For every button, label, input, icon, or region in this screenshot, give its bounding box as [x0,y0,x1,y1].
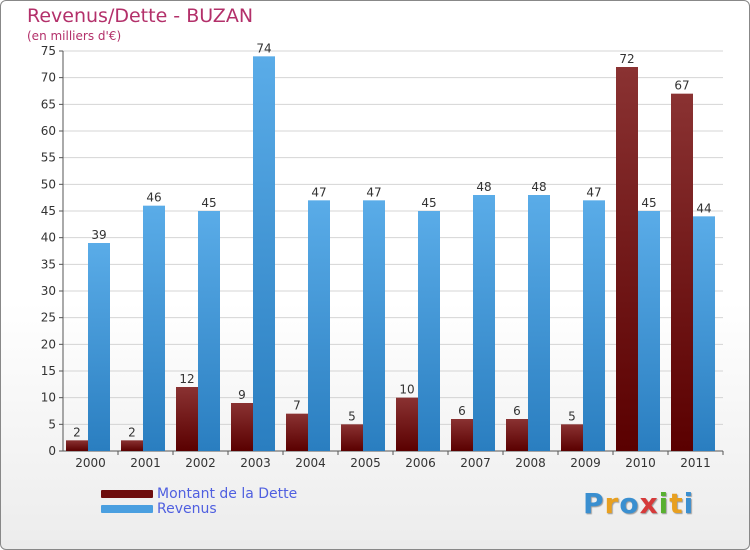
logo-letter: r [604,487,620,520]
logo-letter: i [658,487,670,520]
debt-value-label: 5 [348,409,356,423]
y-tick-label: 10 [41,391,56,405]
label-layer: 2 39 2 46 12 45 9 74 7 47 5 47 10 45 6 48 6 48 5 47 72 45 67 44 [73,41,711,439]
x-tick-label: 2002 [185,456,216,470]
debt-bar [341,424,363,451]
debt-bar [506,419,528,451]
debt-value-label: 67 [674,79,689,93]
y-tick-label: 60 [41,124,56,138]
revenus-value-label: 39 [91,228,106,242]
logo-letter: o [619,487,640,520]
x-tick-label: 2010 [625,456,656,470]
debt-value-label: 12 [179,372,194,386]
legend-label-revenus: Revenus [157,501,217,517]
debt-value-label: 7 [293,399,301,413]
revenus-bar [253,56,275,451]
logo-letter: t [669,487,684,520]
x-tick-label: 2009 [570,456,601,470]
revenus-value-label: 74 [256,41,271,55]
legend-item-debt: Montant de la Dette [101,487,297,502]
debt-bar [121,440,143,451]
logo-letter: P [583,487,605,520]
x-tick-label: 2003 [240,456,271,470]
y-tick-label: 40 [41,231,56,245]
revenus-bar [528,195,550,451]
debt-value-label: 2 [128,425,136,439]
y-tick-label: 45 [41,204,56,218]
legend-swatch-revenus [101,505,153,513]
logo-letter: i [683,487,695,520]
revenus-value-label: 47 [311,185,326,199]
debt-value-label: 9 [238,388,246,402]
debt-bar [176,387,198,451]
chart-subtitle: (en milliers d'€) [27,29,122,43]
chart-title: Revenus/Dette - BUZAN [27,5,254,27]
y-tick-label: 30 [41,284,56,298]
revenus-bar [693,216,715,451]
revenus-bar [583,200,605,451]
revenus-value-label: 47 [586,185,601,199]
revenus-value-label: 48 [476,180,491,194]
debt-bar [66,440,88,451]
debt-bar [616,67,638,451]
y-tick-label: 55 [41,151,56,165]
revenus-bar [308,200,330,451]
x-tick-label: 2007 [460,456,491,470]
grid-layer [63,50,723,452]
x-tick-label: 2004 [295,456,326,470]
y-tick-label: 50 [41,177,56,191]
revenus-bar [88,243,110,451]
revenus-bar [473,195,495,451]
logo-letter: x [639,487,659,520]
debt-value-label: 5 [568,409,576,423]
y-tick-label: 65 [41,97,56,111]
revenus-bar [198,211,220,451]
legend: Montant de la Dette Revenus [101,487,297,517]
y-tick-label: 0 [48,444,56,458]
revenus-value-label: 45 [421,196,436,210]
x-tick-label: 2005 [350,456,381,470]
revenus-value-label: 45 [201,196,216,210]
revenus-bar [638,211,660,451]
y-tick-label: 15 [41,364,56,378]
legend-swatch-debt [101,490,153,498]
proxiti-logo: Proxiti [583,487,694,520]
debt-bar [286,413,308,451]
legend-label-debt: Montant de la Dette [157,486,298,502]
y-tick-label: 75 [41,44,56,58]
debt-value-label: 6 [458,404,466,418]
y-tick-label: 70 [41,71,56,85]
x-tick-label: 2001 [130,456,161,470]
revenus-value-label: 45 [641,196,656,210]
y-tick-label: 25 [41,311,56,325]
debt-value-label: 6 [513,404,521,418]
debt-bar [451,419,473,451]
x-tick-label: 2011 [680,456,711,470]
debt-bar [561,424,583,451]
x-tick-label: 2000 [75,456,106,470]
debt-value-label: 10 [399,383,414,397]
revenus-bar [143,205,165,451]
y-tick-label: 35 [41,257,56,271]
debt-bar [671,93,693,452]
revenus-value-label: 44 [696,201,711,215]
x-tick-label: 2008 [515,456,546,470]
x-tick-label: 2006 [405,456,436,470]
bar-layer [66,56,715,452]
revenus-value-label: 47 [366,185,381,199]
y-tick-label: 20 [41,337,56,351]
revenus-bar [363,200,385,451]
debt-bar [396,397,418,451]
revenus-value-label: 48 [531,180,546,194]
debt-bar [231,403,253,451]
y-tick-label: 5 [48,417,56,431]
debt-value-label: 2 [73,425,81,439]
revenus-value-label: 46 [146,191,161,205]
legend-item-revenus: Revenus [101,502,297,517]
debt-value-label: 72 [619,52,634,66]
revenus-bar [418,211,440,451]
